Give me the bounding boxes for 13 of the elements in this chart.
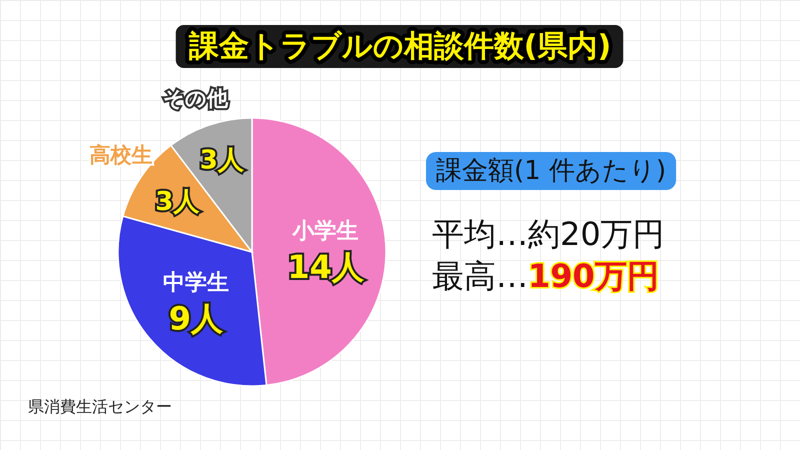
text: 課金額(1 件あたり)	[436, 156, 666, 186]
text: 最高…190万円	[432, 257, 659, 295]
data-label: 9人	[168, 300, 224, 338]
text: 県消費生活センター	[28, 397, 172, 416]
chart-title: 課金トラブルの相談件数(県内)	[188, 29, 612, 64]
data-label: 3人	[155, 186, 200, 217]
slice-label: 高校生	[90, 143, 153, 168]
data-label: 14人	[287, 248, 365, 286]
slice-label: その他	[162, 86, 229, 111]
slice-label: 小学生	[292, 219, 359, 244]
text: 平均…約20万円	[432, 215, 665, 253]
data-label: 3人	[200, 145, 245, 176]
slice-label: 中学生	[162, 270, 229, 296]
